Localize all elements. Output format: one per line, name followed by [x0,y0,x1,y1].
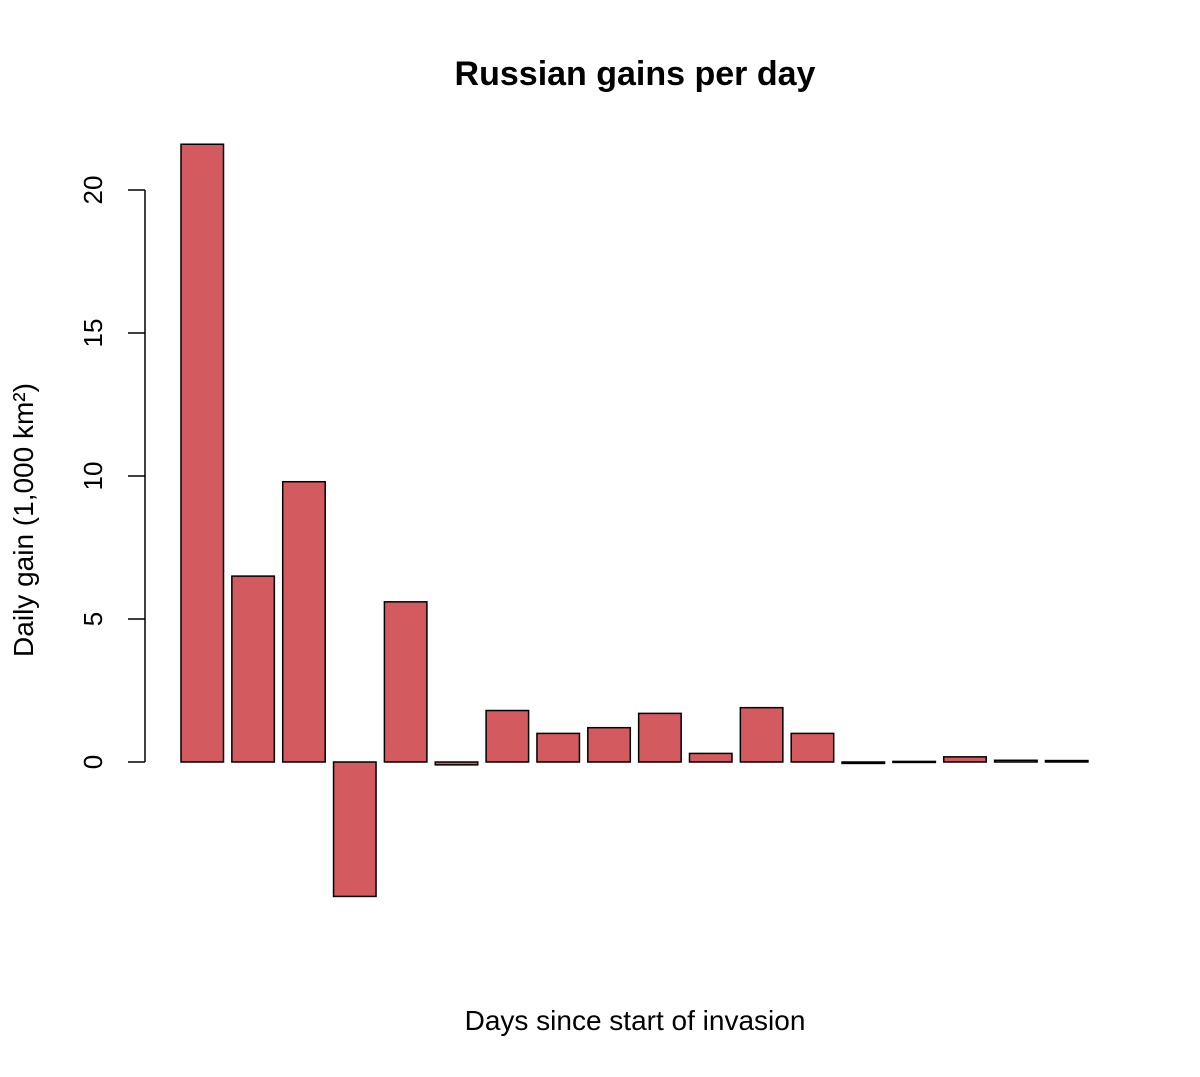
x-axis-label: Days since start of invasion [465,1005,806,1036]
bar-7 [485,709,530,763]
bars-group [180,143,1089,898]
bar-18 [1044,759,1089,763]
chart-title: Russian gains per day [455,55,816,93]
bar-5 [383,601,428,763]
bar-8 [536,732,581,763]
y-axis-label: Daily gain (1,000 km²) [8,383,39,657]
bar-10 [637,712,682,763]
bar-17 [993,759,1038,763]
bar-14 [841,761,886,765]
bar-16 [943,756,987,763]
bar-11 [688,752,733,763]
y-tick-label: 20 [78,176,108,205]
y-tick-label: 0 [78,755,108,769]
y-axis: 0 5 10 15 20 [78,176,146,769]
bar-9 [587,726,632,763]
y-tick-label: 10 [78,462,108,491]
bar-15 [892,760,937,764]
y-tick-label: 15 [78,319,108,348]
bar-1 [180,143,225,763]
bar-13 [790,732,835,763]
bar-12 [739,706,784,763]
bar-2 [231,575,276,763]
y-tick-label: 5 [78,612,108,626]
bar-4 [332,761,377,898]
bar-3 [281,480,326,763]
bar-6 [434,761,479,766]
